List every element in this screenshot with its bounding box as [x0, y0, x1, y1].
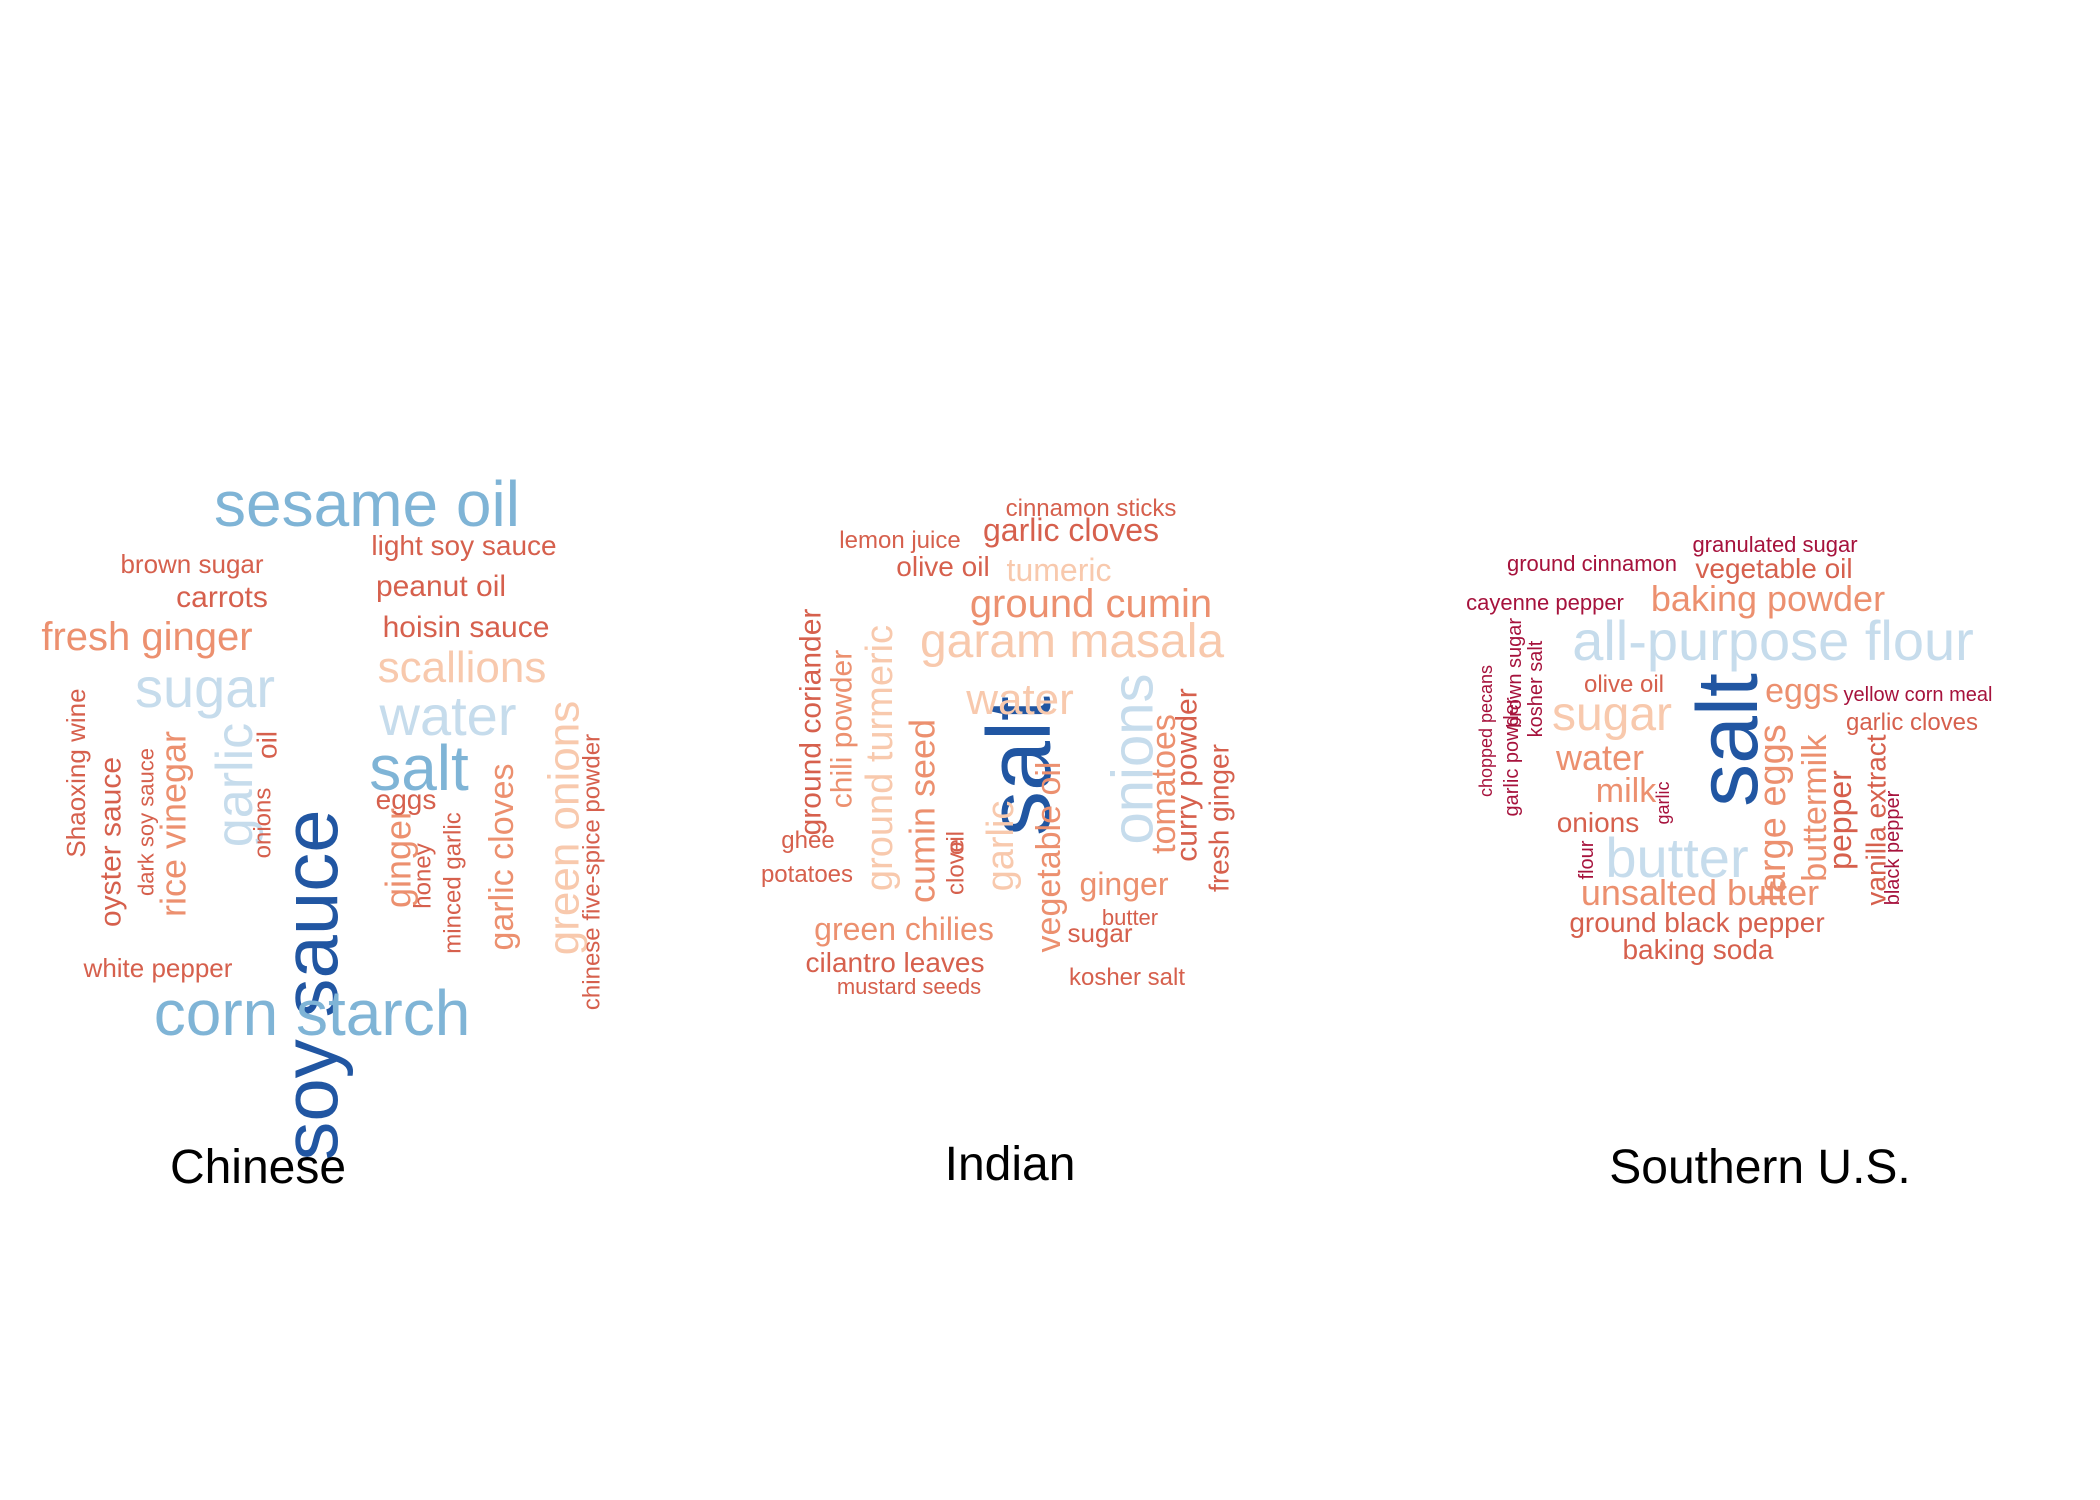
word-southern-us-flour: flour [1576, 840, 1598, 879]
word-chinese-oil: oil [252, 731, 283, 759]
word-indian-ginger: ginger [1080, 866, 1169, 902]
word-southern-us-buttermilk: buttermilk [1796, 733, 1834, 881]
caption-indian: Indian [945, 1138, 1076, 1191]
cloud-chinese: soy sauce sesame oil corn starch salt sugar w… [41, 468, 605, 1161]
word-indian-garlic: garlic [980, 801, 1022, 892]
word-chinese-water: water [379, 684, 517, 747]
word-southern-us-eggs: eggs [1765, 672, 1839, 710]
word-southern-us-all-purpose-flour: all-purpose flour [1572, 609, 1974, 672]
word-indian-cilantro-leaves: cilantro leaves [806, 947, 985, 978]
word-southern-us-black-pepper: black pepper [1882, 790, 1904, 905]
word-chinese-fresh-ginger: fresh ginger [41, 615, 252, 659]
word-indian-kosher-salt: kosher salt [1069, 964, 1185, 991]
word-chinese-white-pepper: white pepper [83, 953, 233, 983]
word-indian-sugar: sugar [1067, 918, 1132, 948]
word-southern-us-olive-oil: olive oil [1584, 671, 1664, 698]
word-chinese-salt: salt [369, 732, 469, 804]
word-southern-us-cayenne-pepper: cayenne pepper [1466, 590, 1624, 615]
word-southern-us-vegetable-oil: vegetable oil [1695, 553, 1852, 584]
word-indian-clove: clove [943, 839, 970, 895]
word-southern-us-chopped-pecans: chopped pecans [1476, 665, 1496, 797]
word-indian-mustard-seeds: mustard seeds [837, 974, 981, 999]
word-indian-ghee: ghee [781, 827, 834, 854]
word-indian-fresh-ginger: fresh ginger [1204, 744, 1235, 892]
word-southern-us-garlic: garlic [1653, 781, 1673, 824]
word-chinese-corn-starch: corn starch [154, 977, 471, 1049]
word-indian-ground-cumin: ground cumin [970, 582, 1212, 626]
caption-chinese: Chinese [170, 1141, 346, 1194]
word-chinese-garlic: garlic [206, 723, 264, 847]
word-southern-us-granulated-sugar: granulated sugar [1692, 532, 1857, 557]
word-chinese-garlic-cloves: garlic cloves [483, 763, 521, 950]
word-southern-us-sugar: sugar [1552, 688, 1672, 741]
word-chinese-peanut-oil: peanut oil [376, 570, 506, 603]
word-chinese-rice-vinegar: rice vinegar [153, 731, 194, 917]
word-chinese-soy-sauce: soy sauce [266, 809, 354, 1160]
word-southern-us-brown-sugar: brown sugar [1504, 618, 1526, 728]
word-chinese-oyster-sauce: oyster sauce [95, 757, 128, 927]
word-chinese-sugar: sugar [135, 656, 275, 719]
word-indian-butter: butter [1102, 905, 1158, 930]
word-southern-us-butter: butter [1605, 826, 1748, 889]
word-indian-potatoes: potatoes [761, 861, 853, 888]
word-indian-green-chilies: green chilies [814, 911, 994, 947]
word-chinese-hoisin-sauce: hoisin sauce [383, 611, 550, 644]
word-southern-us-water: water [1555, 737, 1644, 778]
word-chinese-minced-garlic: minced garlic [440, 812, 467, 953]
word-indian-garlic-cloves: garlic cloves [983, 512, 1159, 548]
word-southern-us-ground-cinnamon: ground cinnamon [1507, 551, 1677, 576]
word-southern-us-milk: milk [1596, 772, 1657, 810]
word-chinese-ginger: ginger [378, 808, 419, 908]
word-chinese-scallions: scallions [378, 643, 547, 692]
word-southern-us-vanilla-extract: vanilla extract [1861, 734, 1892, 905]
word-indian-tumeric: tumeric [1007, 552, 1112, 588]
word-indian-olive-oil: olive oil [896, 551, 989, 582]
word-southern-us-yellow-corn-meal: yellow corn meal [1844, 684, 1993, 706]
word-indian-onions: onions [1101, 674, 1166, 845]
word-southern-us-ground-black-pepper: ground black pepper [1569, 907, 1824, 938]
word-chinese-dark-soy-sauce: dark soy sauce [134, 748, 159, 896]
word-chinese-carrots: carrots [176, 581, 268, 614]
word-southern-us-garlic-cloves: garlic cloves [1846, 709, 1978, 736]
word-southern-us-unsalted-butter: unsalted butter [1581, 872, 1819, 913]
word-southern-us-salt: salt [1680, 673, 1776, 807]
word-indian-lemon-juice: lemon juice [839, 527, 960, 554]
word-southern-us-kosher-salt: kosher salt [1525, 640, 1547, 737]
word-chinese-shaoxing-wine: Shaoxing wine [61, 688, 91, 857]
word-indian-tomatoes: tomatoes [1145, 714, 1183, 854]
word-indian-garam-masala: garam masala [920, 615, 1224, 668]
caption-southern-us: Southern U.S. [1609, 1141, 1911, 1194]
cloud-indian: salt onions garam masala water ground turmer… [761, 495, 1235, 999]
word-southern-us-large-eggs: large eggs [1752, 724, 1794, 901]
word-southern-us-pepper: pepper [1822, 770, 1858, 870]
word-indian-ground-turmeric: ground turmeric [859, 625, 901, 891]
word-indian-cinnamon-sticks: cinnamon sticks [1006, 495, 1177, 522]
word-southern-us-garlic-powder: garlic powder [1501, 697, 1523, 816]
word-indian-salt: salt [970, 696, 1070, 836]
word-chinese-brown-sugar: brown sugar [120, 549, 263, 579]
word-chinese-light-soy-sauce: light soy sauce [371, 530, 556, 561]
word-southern-us-baking-soda: baking soda [1622, 934, 1773, 965]
word-chinese-sesame-oil: sesame oil [214, 468, 520, 540]
word-chinese-eggs: eggs [376, 784, 437, 815]
word-chinese-green-onions: green onions [540, 701, 589, 955]
word-indian-ground-coriander: ground coriander [795, 609, 828, 836]
word-southern-us-onions: onions [1557, 807, 1640, 838]
word-indian-chili-powder: chili powder [826, 650, 859, 808]
word-indian-vegetable-oil: vegetable oil [1030, 762, 1068, 953]
word-chinese-chinese-five-spice-powder: chinese five-spice powder [579, 734, 606, 1010]
word-southern-us-baking-powder: baking powder [1651, 578, 1885, 619]
word-chinese-honey: honey [410, 843, 437, 908]
word-indian-water: water [965, 675, 1074, 724]
word-indian-curry-powder: curry powder [1171, 688, 1204, 861]
word-indian-cumin-seed: cumin seed [902, 719, 943, 903]
word-indian-oil: oil [943, 831, 970, 855]
word-chinese-onions: onions [250, 788, 277, 859]
